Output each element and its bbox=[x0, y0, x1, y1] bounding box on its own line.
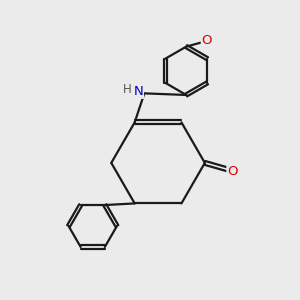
Text: O: O bbox=[201, 34, 212, 46]
Text: N: N bbox=[134, 85, 143, 98]
Text: H: H bbox=[123, 83, 132, 96]
Text: O: O bbox=[227, 165, 238, 178]
